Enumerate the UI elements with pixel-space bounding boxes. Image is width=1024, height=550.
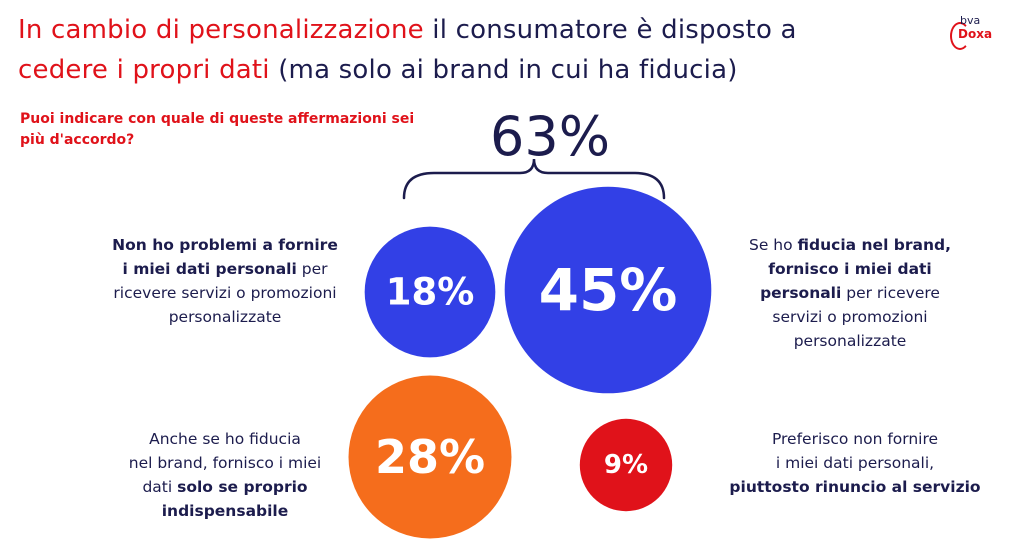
bubble-label-only-if-necessary: 28% [374, 430, 486, 484]
bubble-label-prefer-not: 9% [603, 450, 649, 480]
caption-segment: Preferisco non fornire [771, 430, 939, 448]
bubble-trust-brand [504, 186, 712, 394]
caption-segment: i miei dati personali [122, 260, 297, 278]
logo-ring-icon [950, 22, 970, 50]
title-highlight-2: cedere i propri dati [18, 55, 270, 85]
caption-segment: servizi o promozioni [772, 308, 928, 326]
caption-prefer-not: Preferisco non fornire i miei dati person… [725, 427, 985, 499]
caption-segment: per ricevere [841, 284, 940, 302]
caption-only-if-necessary: Anche se ho fiducia nel brand, fornisco i… [100, 427, 350, 523]
page-title: In cambio di personalizzazione il consum… [18, 10, 918, 90]
caption-no-problem: Non ho problemi a fornire i miei dati per… [100, 233, 350, 329]
bubble-label-no-problem: 18% [385, 270, 475, 314]
bubble-no-problem [364, 226, 496, 358]
caption-segment: Non ho problemi a fornire [112, 236, 338, 254]
caption-segment: Se ho [749, 236, 798, 254]
bubble-prefer-not [579, 418, 673, 512]
caption-segment: Anche se ho fiducia [149, 430, 301, 448]
caption-trust-brand: Se ho fiducia nel brand, fornisco i miei … [735, 233, 965, 353]
caption-segment: fiducia nel brand, [797, 236, 951, 254]
title-part-2: (ma solo ai brand in cui ha fiducia) [269, 55, 738, 85]
bubble-only-if-necessary [348, 375, 512, 539]
caption-segment: fornisco i miei dati [768, 260, 932, 278]
bubble-label-trust-brand: 45% [538, 256, 678, 324]
logo-line-1: bva [960, 14, 981, 27]
caption-segment: personali [760, 284, 842, 302]
caption-segment: personalizzate [793, 332, 907, 350]
caption-segment: nel brand, fornisco i miei [128, 454, 322, 472]
title-highlight-1: In cambio di personalizzazione [18, 15, 424, 45]
total-percentage: 63% [489, 105, 611, 168]
caption-segment: personalizzate [168, 308, 282, 326]
caption-segment: solo se proprio [177, 478, 308, 496]
caption-segment: ricevere servizi o promozioni [113, 284, 337, 302]
logo-line-2: Doxa [958, 27, 993, 41]
title-part-1: il consumatore è disposto a [423, 15, 797, 45]
total-brace [402, 158, 666, 200]
caption-segment: i miei dati personali, [775, 454, 935, 472]
caption-segment: piuttosto rinuncio al servizio [729, 478, 981, 496]
caption-segment: per [296, 260, 328, 278]
brand-logo: bva Doxa [950, 14, 1000, 54]
caption-segment: dati [142, 478, 178, 496]
survey-question: Puoi indicare con quale di queste afferm… [20, 111, 415, 148]
caption-segment: indispensabile [161, 502, 289, 520]
